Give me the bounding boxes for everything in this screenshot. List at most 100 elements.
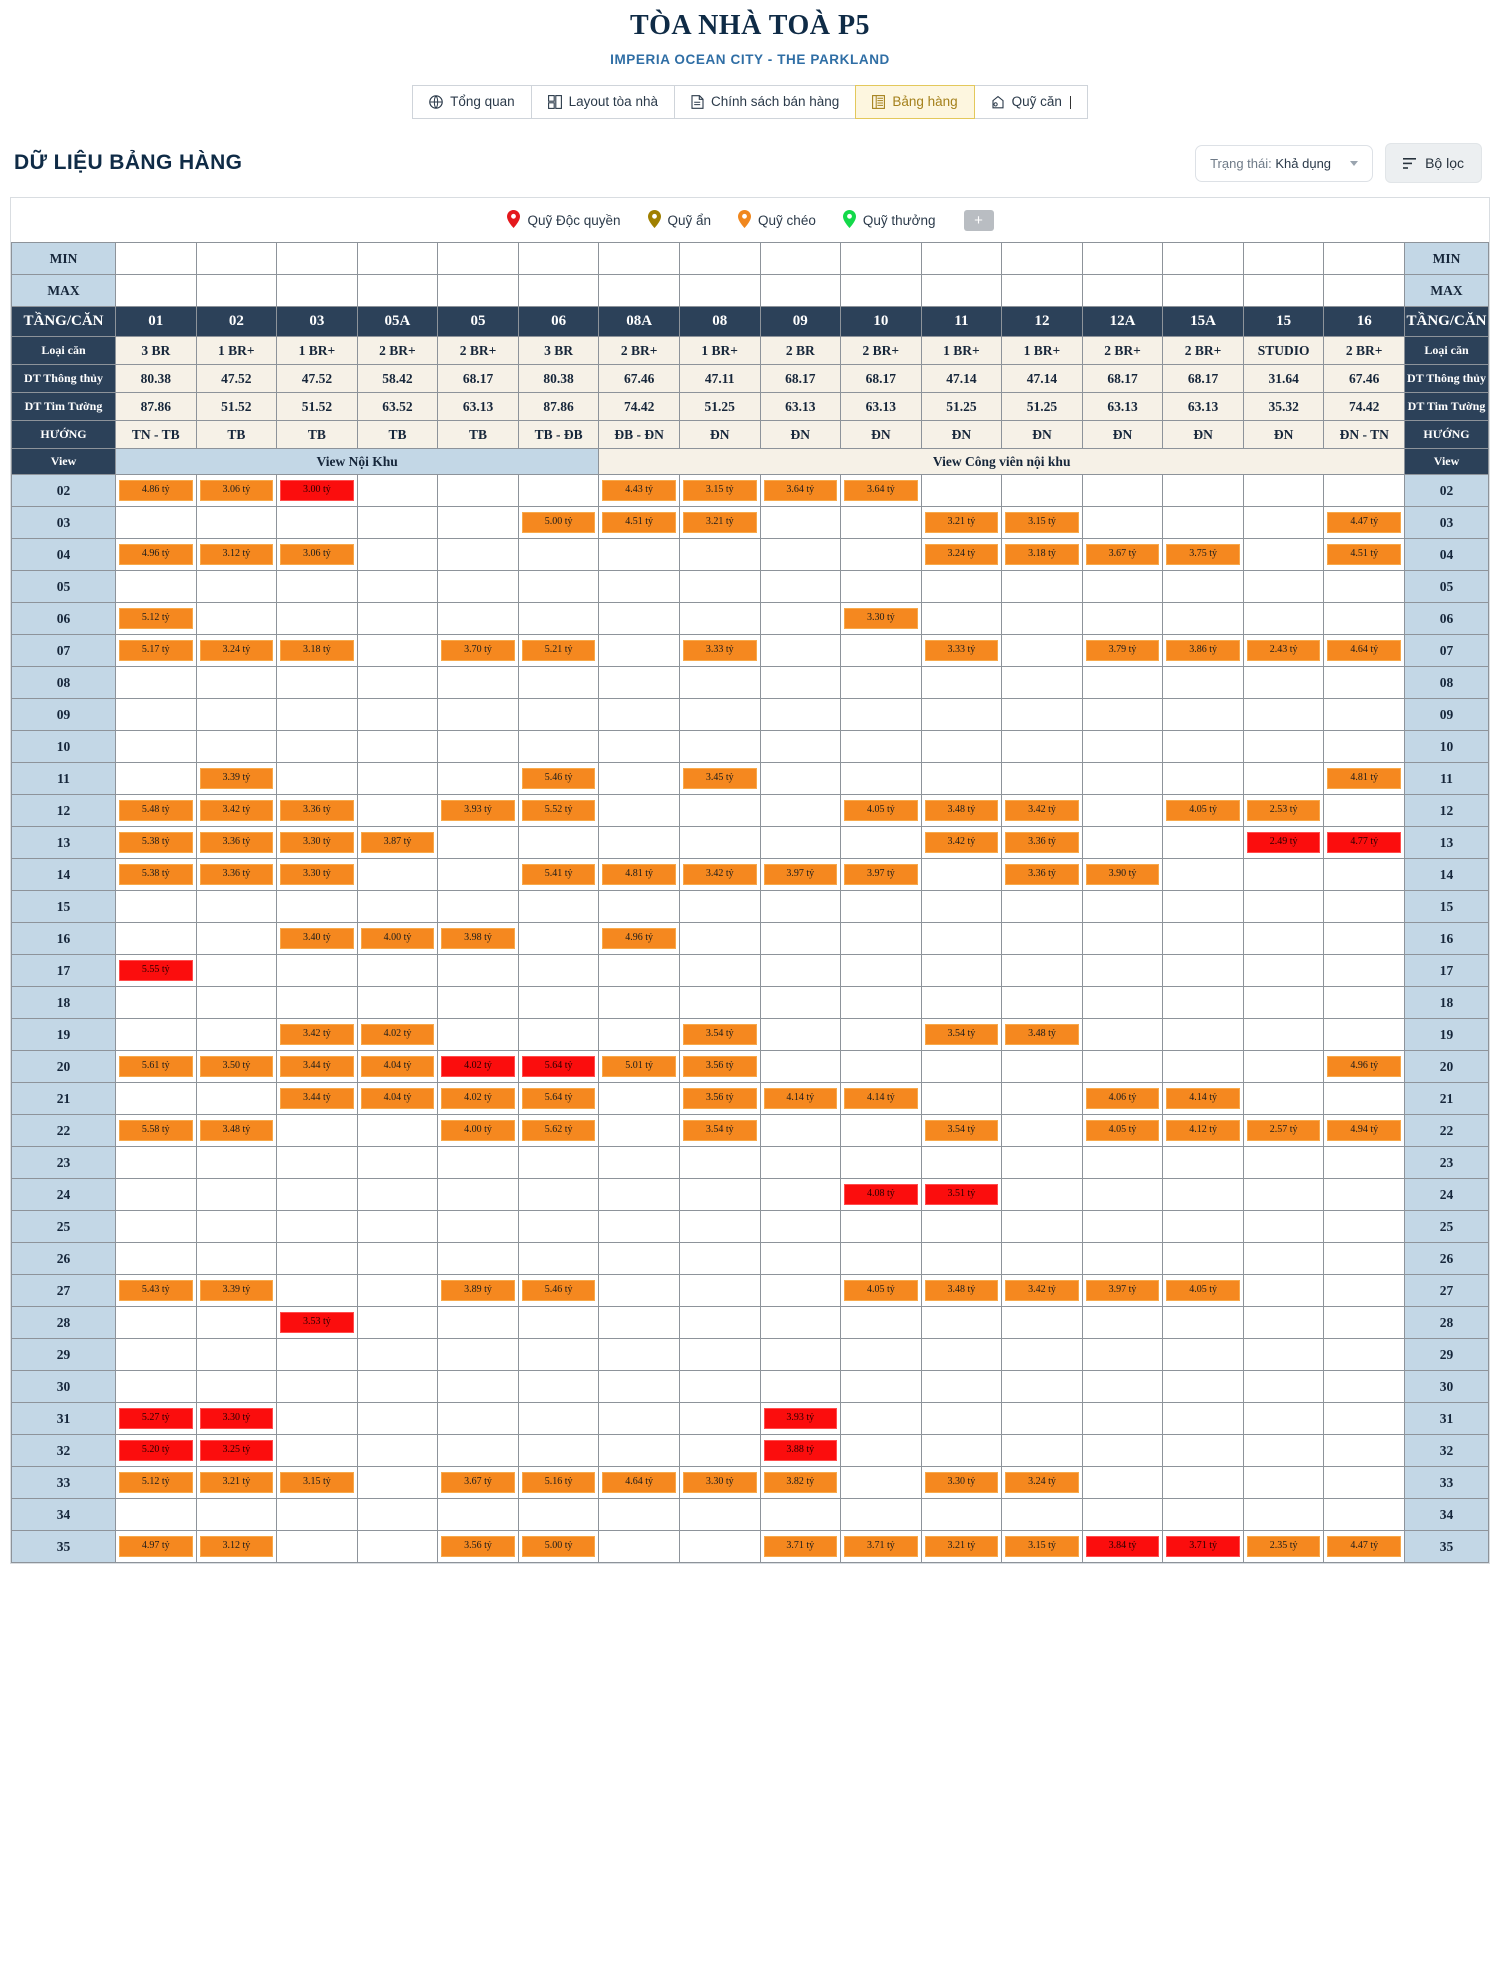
cell-21-05A[interactable]: 4.04 tỷ — [356, 1082, 439, 1115]
cell-35-01[interactable]: 4.97 tỷ — [115, 1530, 197, 1563]
cell-35-11[interactable]: 3.21 tỷ — [920, 1530, 1003, 1563]
cell-max-01[interactable] — [115, 274, 197, 307]
cell-03-08[interactable]: 3.21 tỷ — [678, 506, 761, 539]
price-chip[interactable]: 5.38 tỷ — [119, 864, 193, 885]
cell-27-05[interactable]: 3.89 tỷ — [437, 1274, 519, 1307]
cell-12-10[interactable]: 4.05 tỷ — [840, 794, 922, 827]
price-chip[interactable]: 3.30 tỷ — [199, 1408, 274, 1429]
price-chip[interactable]: 3.12 tỷ — [199, 1536, 274, 1557]
cell-03-12[interactable]: 3.15 tỷ — [1001, 506, 1083, 539]
cell-14-08[interactable]: 3.42 tỷ — [678, 858, 761, 891]
price-chip[interactable]: 5.52 tỷ — [521, 800, 596, 821]
legend-item-3[interactable]: Quỹ thưởng — [842, 210, 936, 231]
cell-11-16[interactable]: 4.81 tỷ — [1323, 762, 1405, 795]
cell-07-12A[interactable]: 3.79 tỷ — [1081, 634, 1164, 667]
price-chip[interactable]: 3.67 tỷ — [441, 1472, 515, 1493]
cell-27-01[interactable]: 5.43 tỷ — [115, 1274, 197, 1307]
cell-04-03[interactable]: 3.06 tỷ — [276, 538, 358, 571]
price-chip[interactable]: 2.53 tỷ — [1246, 800, 1321, 821]
cell-35-12A[interactable]: 3.84 tỷ — [1081, 1530, 1164, 1563]
price-chip[interactable]: 5.17 tỷ — [119, 640, 193, 661]
cell-35-12[interactable]: 3.15 tỷ — [1001, 1530, 1083, 1563]
cell-33-12[interactable]: 3.24 tỷ — [1001, 1466, 1083, 1499]
price-chip[interactable]: 3.54 tỷ — [924, 1024, 999, 1045]
price-chip[interactable]: 4.96 tỷ — [602, 928, 676, 949]
cell-max-10[interactable] — [840, 274, 922, 307]
price-chip[interactable]: 4.02 tỷ — [441, 1056, 515, 1077]
price-chip[interactable]: 4.64 tỷ — [602, 1472, 676, 1493]
cell-min-08A[interactable] — [598, 242, 680, 275]
cell-min-06[interactable] — [517, 242, 600, 275]
cell-min-01[interactable] — [115, 242, 197, 275]
price-chip[interactable]: 4.12 tỷ — [1166, 1120, 1240, 1141]
price-chip[interactable]: 4.05 tỷ — [1166, 1280, 1240, 1301]
status-select[interactable]: Trạng thái: Khả dụng — [1195, 144, 1374, 182]
cell-14-03[interactable]: 3.30 tỷ — [276, 858, 358, 891]
cell-07-08[interactable]: 3.33 tỷ — [678, 634, 761, 667]
cell-16-08A[interactable]: 4.96 tỷ — [598, 922, 680, 955]
price-chip[interactable]: 3.40 tỷ — [280, 928, 354, 949]
cell-27-15A[interactable]: 4.05 tỷ — [1162, 1274, 1244, 1307]
cell-13-02[interactable]: 3.36 tỷ — [195, 826, 278, 859]
price-chip[interactable]: 4.14 tỷ — [844, 1088, 918, 1109]
cell-20-16[interactable]: 4.96 tỷ — [1323, 1050, 1405, 1083]
price-chip[interactable]: 3.42 tỷ — [682, 864, 757, 885]
cell-04-02[interactable]: 3.12 tỷ — [195, 538, 278, 571]
price-chip[interactable]: 3.24 tỷ — [1005, 1472, 1079, 1493]
cell-07-05[interactable]: 3.70 tỷ — [437, 634, 519, 667]
cell-max-08A[interactable] — [598, 274, 680, 307]
cell-02-10[interactable]: 3.64 tỷ — [840, 474, 922, 507]
column-header-11[interactable]: 11 — [920, 306, 1003, 337]
price-chip[interactable]: 4.05 tỷ — [1166, 800, 1240, 821]
cell-max-02[interactable] — [195, 274, 278, 307]
cell-21-15A[interactable]: 4.14 tỷ — [1162, 1082, 1244, 1115]
cell-16-05[interactable]: 3.98 tỷ — [437, 922, 519, 955]
cell-33-05[interactable]: 3.67 tỷ — [437, 1466, 519, 1499]
cell-22-06[interactable]: 5.62 tỷ — [517, 1114, 600, 1147]
price-chip[interactable]: 3.50 tỷ — [199, 1056, 274, 1077]
cell-33-09[interactable]: 3.82 tỷ — [759, 1466, 842, 1499]
price-chip[interactable]: 5.12 tỷ — [119, 608, 193, 629]
cell-16-03[interactable]: 3.40 tỷ — [276, 922, 358, 955]
price-chip[interactable]: 3.75 tỷ — [1166, 544, 1240, 565]
price-chip[interactable]: 3.44 tỷ — [280, 1056, 354, 1077]
price-chip[interactable]: 3.93 tỷ — [763, 1408, 838, 1429]
price-chip[interactable]: 4.04 tỷ — [360, 1056, 435, 1077]
cell-22-08[interactable]: 3.54 tỷ — [678, 1114, 761, 1147]
price-chip[interactable]: 3.06 tỷ — [280, 544, 354, 565]
cell-14-06[interactable]: 5.41 tỷ — [517, 858, 600, 891]
price-chip[interactable]: 3.88 tỷ — [763, 1440, 838, 1461]
cell-31-02[interactable]: 3.30 tỷ — [195, 1402, 278, 1435]
cell-min-03[interactable] — [276, 242, 358, 275]
cell-14-12A[interactable]: 3.90 tỷ — [1081, 858, 1164, 891]
price-chip[interactable]: 3.67 tỷ — [1085, 544, 1160, 565]
price-chip[interactable]: 3.79 tỷ — [1085, 640, 1160, 661]
price-chip[interactable]: 3.87 tỷ — [360, 832, 435, 853]
price-chip[interactable]: 4.14 tỷ — [1166, 1088, 1240, 1109]
price-chip[interactable]: 3.98 tỷ — [441, 928, 515, 949]
cell-07-02[interactable]: 3.24 tỷ — [195, 634, 278, 667]
cell-12-01[interactable]: 5.48 tỷ — [115, 794, 197, 827]
cell-02-01[interactable]: 4.86 tỷ — [115, 474, 197, 507]
cell-max-03[interactable] — [276, 274, 358, 307]
column-header-01[interactable]: 01 — [115, 306, 197, 337]
cell-33-06[interactable]: 5.16 tỷ — [517, 1466, 600, 1499]
cell-35-15[interactable]: 2.35 tỷ — [1242, 1530, 1325, 1563]
cell-16-05A[interactable]: 4.00 tỷ — [356, 922, 439, 955]
price-chip[interactable]: 3.56 tỷ — [441, 1536, 515, 1557]
cell-33-11[interactable]: 3.30 tỷ — [920, 1466, 1003, 1499]
cell-33-08A[interactable]: 4.64 tỷ — [598, 1466, 680, 1499]
cell-20-08[interactable]: 3.56 tỷ — [678, 1050, 761, 1083]
cell-22-02[interactable]: 3.48 tỷ — [195, 1114, 278, 1147]
cell-35-06[interactable]: 5.00 tỷ — [517, 1530, 600, 1563]
cell-22-11[interactable]: 3.54 tỷ — [920, 1114, 1003, 1147]
legend-item-2[interactable]: Quỹ chéo — [737, 210, 816, 231]
price-chip[interactable]: 3.48 tỷ — [924, 800, 999, 821]
price-chip[interactable]: 3.15 tỷ — [1005, 1536, 1079, 1557]
price-chip[interactable]: 5.46 tỷ — [521, 1280, 596, 1301]
cell-min-12A[interactable] — [1081, 242, 1164, 275]
cell-max-12A[interactable] — [1081, 274, 1164, 307]
cell-22-01[interactable]: 5.58 tỷ — [115, 1114, 197, 1147]
price-chip[interactable]: 3.30 tỷ — [924, 1472, 999, 1493]
cell-03-16[interactable]: 4.47 tỷ — [1323, 506, 1405, 539]
